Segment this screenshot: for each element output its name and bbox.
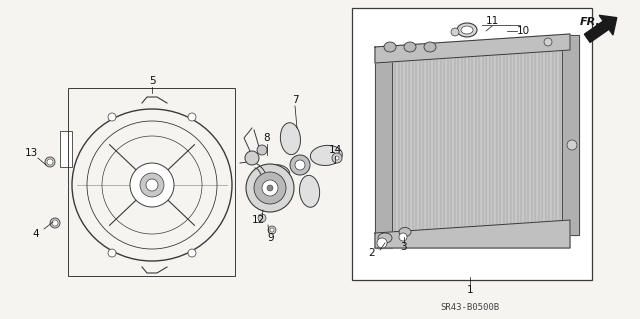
Circle shape [335, 156, 339, 160]
Text: 13: 13 [24, 148, 38, 158]
Polygon shape [375, 34, 570, 63]
Text: 3: 3 [400, 242, 406, 252]
Ellipse shape [280, 123, 301, 155]
Circle shape [295, 160, 305, 170]
Ellipse shape [457, 23, 477, 37]
Circle shape [377, 238, 387, 248]
Ellipse shape [399, 227, 411, 236]
Circle shape [290, 155, 310, 175]
Ellipse shape [378, 233, 392, 243]
Polygon shape [584, 15, 617, 42]
Circle shape [262, 180, 278, 196]
Text: 14: 14 [328, 145, 342, 155]
Text: 8: 8 [264, 133, 270, 143]
Circle shape [45, 157, 55, 167]
Text: SR43-B0500B: SR43-B0500B [440, 303, 500, 313]
Text: 5: 5 [148, 76, 156, 86]
Ellipse shape [461, 26, 473, 34]
Polygon shape [562, 35, 579, 235]
Polygon shape [378, 38, 570, 243]
Polygon shape [375, 220, 570, 248]
Bar [68, 88, 235, 276]
Bar [352, 8, 592, 280]
Circle shape [257, 145, 267, 155]
Ellipse shape [424, 42, 436, 52]
Circle shape [188, 113, 196, 121]
Circle shape [332, 153, 342, 163]
Circle shape [451, 28, 459, 36]
Circle shape [245, 151, 259, 165]
Ellipse shape [300, 175, 319, 207]
Text: 2: 2 [369, 248, 375, 258]
Text: FR.: FR. [580, 17, 600, 27]
Text: 7: 7 [292, 95, 298, 105]
Circle shape [267, 185, 273, 191]
Text: 4: 4 [33, 229, 39, 239]
Circle shape [52, 220, 58, 226]
Ellipse shape [258, 165, 290, 185]
Circle shape [544, 38, 552, 46]
Circle shape [108, 113, 116, 121]
Text: 11: 11 [485, 16, 499, 26]
Text: 9: 9 [268, 233, 275, 243]
Ellipse shape [404, 42, 416, 52]
Text: 1: 1 [467, 285, 474, 295]
Text: 10: 10 [516, 26, 529, 36]
Ellipse shape [310, 145, 342, 166]
Circle shape [254, 172, 286, 204]
Circle shape [108, 249, 116, 257]
Circle shape [246, 164, 294, 212]
Circle shape [47, 159, 53, 165]
Bar [60, 131, 72, 167]
Circle shape [258, 214, 266, 222]
Circle shape [50, 218, 60, 228]
Circle shape [188, 249, 196, 257]
Circle shape [567, 140, 577, 150]
Circle shape [140, 173, 164, 197]
Polygon shape [375, 47, 392, 248]
Circle shape [146, 179, 158, 191]
Circle shape [130, 163, 174, 207]
Ellipse shape [384, 42, 396, 52]
Circle shape [268, 226, 276, 234]
Circle shape [399, 233, 407, 241]
Text: 12: 12 [252, 215, 264, 225]
Bar [352, 8, 592, 280]
Circle shape [270, 228, 274, 232]
